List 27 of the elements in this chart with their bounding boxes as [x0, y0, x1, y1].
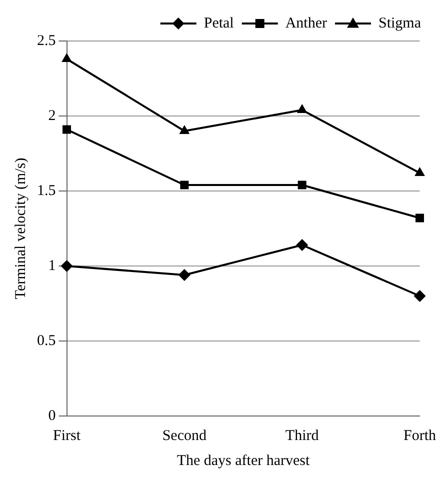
point	[416, 214, 424, 222]
x-tick-label: Second	[162, 428, 207, 444]
x-tick-label: Third	[285, 428, 320, 444]
point	[414, 290, 426, 302]
y-axis-title: Terminal velocity (m/s)	[12, 158, 29, 300]
y-tick-label: 0.5	[37, 332, 56, 349]
point	[298, 180, 306, 190]
legend-label: Anther	[285, 15, 327, 32]
x-tick-label: Forth	[403, 428, 436, 444]
y-tick-label: 1	[48, 258, 56, 274]
y-tick-label: 0	[48, 408, 56, 424]
point	[62, 125, 71, 134]
point	[296, 239, 308, 251]
point	[60, 260, 73, 272]
point	[62, 53, 72, 62]
point	[296, 104, 308, 113]
point	[179, 125, 190, 134]
y-tick-label: 1.5	[37, 182, 56, 199]
legend-label: Petal	[204, 15, 234, 32]
y-tick-label: 2.5	[37, 32, 56, 49]
point	[180, 180, 189, 190]
y-tick-label: 2	[48, 108, 56, 124]
x-axis-title: The days after harvest	[176, 452, 311, 469]
x-tick-label: First	[52, 428, 82, 444]
legend-label: Stigma	[378, 15, 422, 32]
point	[178, 269, 190, 281]
point	[414, 167, 425, 176]
